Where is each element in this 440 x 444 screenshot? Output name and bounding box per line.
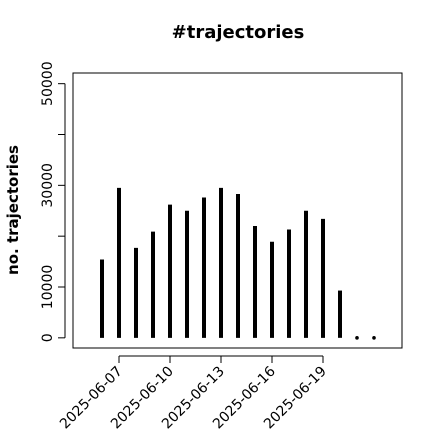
- bar: [355, 336, 359, 340]
- y-axis-label: no. trajectories: [4, 145, 22, 275]
- chart-title: #trajectories: [172, 22, 305, 43]
- y-tick-label: 30000: [40, 163, 56, 208]
- y-tick-label: 0: [40, 333, 56, 342]
- plot-box: [72, 72, 403, 349]
- y-tick-label: 10000: [40, 265, 56, 310]
- bar: [372, 336, 376, 340]
- y-tick-label: 50000: [40, 61, 56, 106]
